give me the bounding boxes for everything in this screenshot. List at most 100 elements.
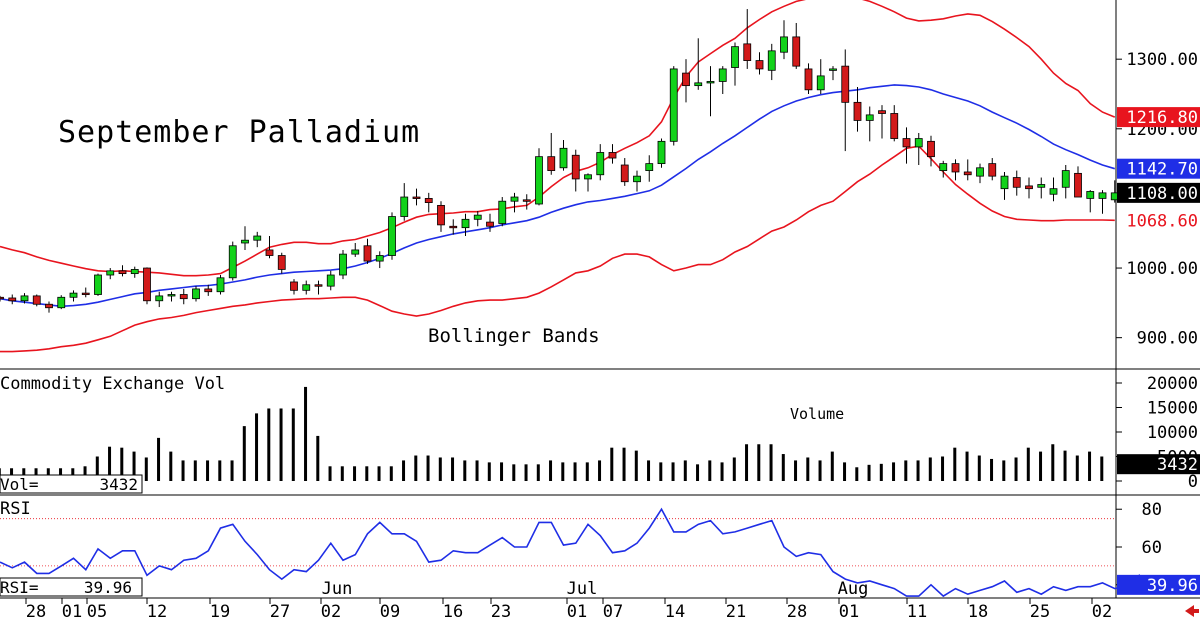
candle-down bbox=[682, 72, 690, 87]
left-arrow-icon[interactable] bbox=[1185, 605, 1194, 617]
candle-down bbox=[277, 255, 286, 270]
volume-readout-value: 3432 bbox=[99, 475, 138, 494]
rsi-series-line bbox=[0, 507, 1200, 598]
x-tick-label: 01 bbox=[567, 602, 587, 622]
candle-down bbox=[0, 296, 4, 300]
volume-bar bbox=[904, 460, 908, 481]
volume-bar bbox=[304, 386, 308, 481]
volume-bar bbox=[144, 457, 148, 481]
candle-up bbox=[633, 175, 641, 183]
volume-bars bbox=[0, 386, 1104, 481]
volume-bar bbox=[806, 457, 810, 481]
candle-up bbox=[780, 36, 788, 53]
candle-up bbox=[510, 196, 519, 202]
price-last-labels: 1216.80 1142.70 1108.00 1068.60 bbox=[1117, 107, 1200, 231]
volume-bar bbox=[879, 463, 883, 481]
volume-bar bbox=[1039, 451, 1043, 481]
candle-up bbox=[596, 152, 605, 176]
volume-readout-box bbox=[0, 474, 143, 494]
volume-bar bbox=[659, 462, 663, 481]
candle-up bbox=[731, 46, 739, 68]
volume-bar bbox=[867, 464, 871, 481]
volume-bar bbox=[169, 451, 173, 481]
x-tick-label: 05 bbox=[87, 602, 107, 622]
volume-bar bbox=[95, 456, 99, 481]
volume-bar bbox=[941, 456, 945, 481]
candle-down bbox=[878, 110, 886, 114]
candle-down bbox=[449, 225, 458, 229]
volume-bar bbox=[683, 460, 687, 481]
volume-bar bbox=[732, 457, 736, 481]
bollinger-lower-band bbox=[0, 145, 1115, 353]
volume-bar bbox=[500, 462, 504, 481]
volume-bar bbox=[549, 460, 553, 481]
volume-last-label-text: 3432 bbox=[1157, 455, 1198, 475]
candle-up bbox=[1037, 184, 1046, 188]
candle-down bbox=[45, 303, 53, 309]
candle-up bbox=[302, 284, 311, 291]
volume-tick-label: 15000 bbox=[1147, 399, 1198, 419]
x-tick-label: 16 bbox=[443, 602, 463, 622]
candle-up bbox=[645, 163, 654, 171]
rsi-readout-label: RSI= bbox=[0, 578, 39, 597]
candle-down bbox=[81, 292, 90, 296]
candle-down bbox=[143, 267, 151, 302]
volume-bar bbox=[928, 457, 932, 481]
last-value-label: 1108.00 bbox=[1126, 184, 1198, 204]
volume-bar bbox=[830, 451, 834, 481]
candle-down bbox=[290, 281, 298, 291]
volume-bar bbox=[451, 457, 455, 481]
left-arrow-icon-tail[interactable] bbox=[1193, 609, 1199, 613]
x-tick-label: 11 bbox=[907, 602, 927, 622]
volume-bar bbox=[622, 447, 626, 481]
volume-panel-title: Commodity Exchange Vol bbox=[0, 374, 225, 394]
x-tick-label: 27 bbox=[270, 602, 290, 622]
x-tick-label: 09 bbox=[380, 602, 400, 622]
volume-bar bbox=[745, 444, 749, 481]
x-tick-label: 01 bbox=[62, 602, 82, 622]
volume-bar bbox=[1014, 457, 1018, 481]
candle-down bbox=[314, 284, 323, 287]
candle-up bbox=[473, 214, 482, 220]
rsi-tick-label: 60 bbox=[1142, 538, 1162, 558]
last-value-label: 1068.60 bbox=[1126, 211, 1198, 231]
volume-bar bbox=[120, 447, 124, 481]
volume-bar bbox=[132, 451, 136, 481]
candle-up bbox=[1049, 188, 1058, 195]
volume-bar bbox=[242, 426, 246, 481]
candle-down bbox=[755, 60, 764, 70]
volume-bar bbox=[328, 466, 332, 481]
candle-down bbox=[179, 294, 188, 300]
last-value-box bbox=[1117, 107, 1200, 128]
candle-down bbox=[951, 163, 960, 173]
volume-bar bbox=[1088, 451, 1092, 481]
bollinger-upper-band bbox=[0, 0, 1116, 277]
volume-bar bbox=[193, 460, 197, 481]
last-value-box bbox=[1117, 182, 1200, 203]
candle-up bbox=[94, 274, 102, 295]
x-tick-label: 01 bbox=[839, 602, 859, 622]
volume-bar bbox=[708, 460, 712, 481]
candle-up bbox=[694, 82, 703, 87]
candle-up bbox=[718, 68, 727, 82]
x-month-label: Jul bbox=[567, 579, 598, 599]
x-month-label: Jun bbox=[322, 579, 353, 599]
rsi-panel: 806040 RSI RSI= 39.96 39.96 bbox=[0, 499, 1200, 598]
x-tick-label: 02 bbox=[321, 602, 341, 622]
x-month-label: Aug bbox=[838, 579, 869, 599]
candle-up bbox=[1098, 192, 1107, 199]
x-tick-label: 23 bbox=[491, 602, 511, 622]
x-tick-label: 21 bbox=[726, 602, 746, 622]
volume-bar bbox=[573, 462, 577, 481]
candle-down bbox=[486, 221, 494, 227]
candle-up bbox=[706, 81, 715, 84]
volume-bar bbox=[794, 460, 798, 481]
chart-title: September Palladium bbox=[58, 115, 420, 150]
candle-down bbox=[608, 152, 617, 159]
x-tick-label: 02 bbox=[1092, 602, 1112, 622]
candle-up bbox=[253, 235, 262, 241]
volume-bar bbox=[475, 460, 479, 481]
candle-up bbox=[400, 196, 409, 217]
candlesticks bbox=[0, 9, 1119, 313]
volume-bar bbox=[953, 447, 957, 481]
